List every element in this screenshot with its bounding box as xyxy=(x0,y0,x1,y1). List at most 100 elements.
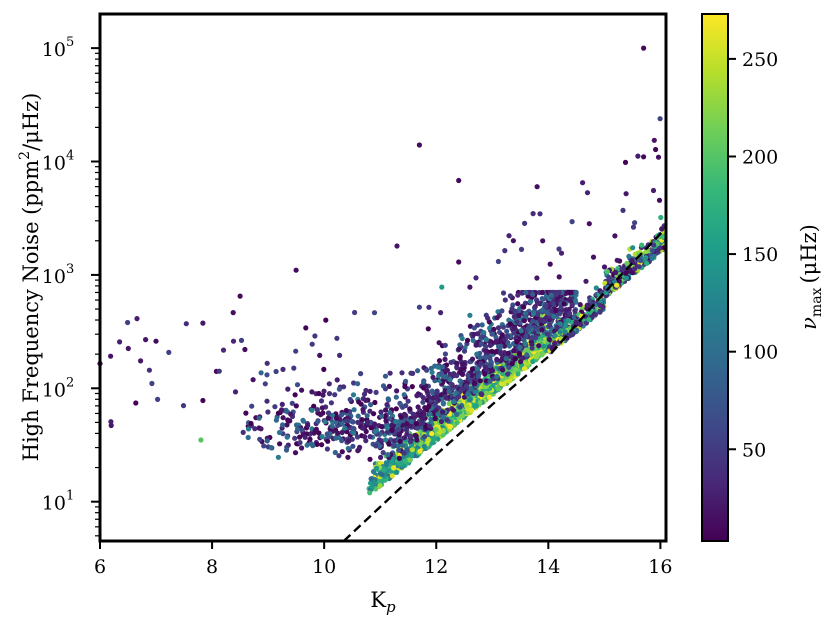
data-point xyxy=(108,422,114,429)
data-point xyxy=(367,434,373,440)
data-point xyxy=(276,429,283,436)
data-point xyxy=(403,378,409,384)
data-point xyxy=(464,337,471,343)
data-point xyxy=(487,325,493,331)
data-point xyxy=(433,394,439,401)
data-point xyxy=(412,432,418,438)
data-point xyxy=(573,319,579,325)
data-point xyxy=(421,379,427,386)
data-point xyxy=(483,348,489,354)
data-point xyxy=(593,285,599,291)
data-point xyxy=(273,368,279,375)
data-point xyxy=(442,356,448,362)
data-point xyxy=(511,326,517,332)
data-point xyxy=(619,266,625,272)
data-point xyxy=(287,418,293,424)
data-point xyxy=(436,358,443,364)
data-point xyxy=(216,368,222,374)
data-point xyxy=(657,116,663,122)
data-point xyxy=(117,339,123,345)
data-point xyxy=(454,420,460,426)
data-point xyxy=(322,419,328,425)
data-point xyxy=(522,220,528,226)
data-point xyxy=(279,407,285,413)
data-point xyxy=(551,313,557,319)
data-point xyxy=(362,434,368,440)
data-point xyxy=(490,331,496,337)
data-point xyxy=(586,221,592,227)
data-point xyxy=(407,406,413,412)
data-point xyxy=(557,321,563,327)
data-point xyxy=(261,443,267,449)
data-point xyxy=(416,304,422,310)
data-point xyxy=(539,289,545,296)
data-point xyxy=(446,388,452,395)
data-point xyxy=(377,483,383,489)
colorbar xyxy=(701,13,729,542)
data-point xyxy=(326,391,333,397)
data-point xyxy=(284,422,290,428)
data-point xyxy=(408,453,415,459)
data-point xyxy=(500,371,506,377)
data-point xyxy=(323,317,329,323)
data-point xyxy=(200,397,206,404)
data-point xyxy=(584,190,591,196)
data-point xyxy=(292,450,299,456)
data-point xyxy=(469,356,476,362)
data-point xyxy=(457,369,463,375)
data-point xyxy=(547,322,553,328)
data-point xyxy=(305,422,311,428)
data-point xyxy=(230,338,237,344)
data-point xyxy=(321,366,327,372)
data-point xyxy=(332,392,338,398)
data-point xyxy=(535,311,541,317)
data-point xyxy=(416,142,422,148)
data-point xyxy=(319,405,325,411)
data-point xyxy=(401,450,407,456)
data-point xyxy=(653,146,659,153)
data-point xyxy=(376,437,382,443)
data-point xyxy=(297,434,303,440)
data-point xyxy=(380,450,386,456)
data-point xyxy=(513,367,519,373)
data-point xyxy=(506,343,512,349)
data-point xyxy=(483,343,489,350)
data-point xyxy=(275,454,281,460)
data-point xyxy=(651,137,657,143)
data-point xyxy=(280,422,286,428)
data-point xyxy=(334,377,340,383)
data-point xyxy=(242,346,248,353)
data-point xyxy=(641,154,647,160)
data-point xyxy=(373,465,380,471)
data-point xyxy=(401,411,408,417)
data-point xyxy=(500,290,507,296)
data-point xyxy=(643,248,649,255)
data-point xyxy=(539,327,545,333)
data-point xyxy=(614,282,620,288)
data-point xyxy=(541,343,547,349)
data-point xyxy=(332,449,338,456)
data-point xyxy=(659,226,665,232)
data-point xyxy=(200,320,206,326)
data-point xyxy=(507,378,513,384)
plot-frame xyxy=(98,12,668,543)
x-tick-label: 14 xyxy=(536,556,560,578)
data-point xyxy=(511,348,517,354)
data-point xyxy=(655,154,662,160)
data-point xyxy=(372,399,378,406)
data-point xyxy=(655,248,661,254)
data-point xyxy=(544,331,550,337)
data-point xyxy=(530,311,536,317)
data-point xyxy=(345,454,351,460)
data-point xyxy=(526,324,532,330)
data-point xyxy=(395,443,401,449)
data-point xyxy=(395,427,401,433)
data-point xyxy=(454,411,460,417)
data-point xyxy=(240,429,246,435)
data-point xyxy=(556,246,562,252)
data-point xyxy=(413,421,419,427)
data-point xyxy=(504,328,510,334)
data-point xyxy=(478,334,484,340)
data-point xyxy=(548,292,555,298)
data-point xyxy=(494,374,500,380)
